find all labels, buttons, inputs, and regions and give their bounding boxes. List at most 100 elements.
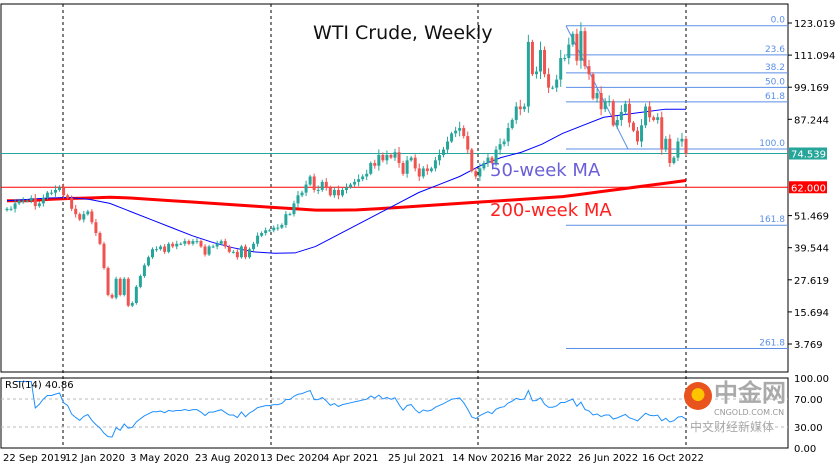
candle-body xyxy=(308,176,312,185)
candle-body xyxy=(381,154,385,161)
candle-body xyxy=(21,200,25,202)
candle-body xyxy=(223,241,227,247)
candle-body xyxy=(393,152,397,158)
candle-body xyxy=(482,163,486,169)
ma50-line xyxy=(6,108,686,254)
candle-body xyxy=(215,243,219,247)
candle-body xyxy=(183,241,187,244)
candle-body xyxy=(142,265,146,277)
candle-body xyxy=(272,227,276,231)
candle-body xyxy=(211,246,215,248)
candle-body xyxy=(615,119,619,126)
candle-body xyxy=(365,173,369,177)
candle-body xyxy=(280,224,284,228)
candle-body xyxy=(579,31,583,61)
date-tick-label: 4 Apr 2021 xyxy=(323,453,378,464)
rsi-tick-label: 30.00 xyxy=(794,423,823,434)
logo-icon xyxy=(684,382,712,410)
candle-body xyxy=(25,200,29,202)
candle-body xyxy=(90,211,94,223)
candle-body xyxy=(231,251,235,253)
candle-body xyxy=(551,87,555,89)
fib-level-label: 23.6 xyxy=(765,45,785,55)
candle-body xyxy=(680,138,684,142)
candle-body xyxy=(478,168,482,177)
candle-body xyxy=(191,241,195,244)
date-tick-label: 14 Nov 2021 xyxy=(452,453,516,464)
candle-body xyxy=(454,130,458,134)
candle-body xyxy=(409,157,413,161)
candle-body xyxy=(159,246,163,250)
candle-body xyxy=(276,227,280,229)
candle-body xyxy=(126,278,130,306)
candle-body xyxy=(187,241,191,244)
candle-body xyxy=(130,303,134,306)
candle-body xyxy=(425,168,429,172)
candle-body xyxy=(563,58,567,60)
candle-body xyxy=(340,189,344,196)
candle-body xyxy=(328,187,332,196)
candle-body xyxy=(522,106,526,110)
price-tick-label: 27.619 xyxy=(794,276,829,287)
candle-body xyxy=(539,49,542,72)
candle-body xyxy=(660,117,664,150)
candle-body xyxy=(316,189,320,191)
candle-body xyxy=(179,243,183,245)
rsi-line xyxy=(15,381,687,438)
candle-body xyxy=(13,203,17,209)
rsi-tick-label: 70.00 xyxy=(794,395,823,406)
candle-body xyxy=(446,141,450,150)
candle-body xyxy=(163,246,167,252)
candle-body xyxy=(486,157,490,164)
candle-body xyxy=(518,106,522,110)
candle-body xyxy=(470,149,474,172)
candle-body xyxy=(417,168,421,177)
price-tick-label: 3.769 xyxy=(794,340,823,351)
candle-body xyxy=(397,152,401,164)
candle-body xyxy=(648,106,652,118)
candle-body xyxy=(235,251,239,258)
candle-body xyxy=(122,278,126,295)
logo-domain: CNGOLD.COM.CN xyxy=(714,408,785,417)
fib-level-label: 50.0 xyxy=(765,77,785,87)
date-tick-label: 6 Mar 2022 xyxy=(515,453,572,464)
rsi-label: RSI(14) 40.86 xyxy=(5,380,74,391)
candle-body xyxy=(361,176,365,180)
candle-body xyxy=(494,149,498,164)
candle-body xyxy=(284,214,288,225)
candle-body xyxy=(599,93,603,110)
date-tick-label: 22 Sep 2019 xyxy=(3,453,66,464)
candle-body xyxy=(389,154,393,158)
candle-body xyxy=(264,230,268,234)
candle-body xyxy=(9,208,13,210)
candle-body xyxy=(575,33,579,61)
candle-body xyxy=(474,171,478,177)
candle-body xyxy=(292,203,296,215)
candle-body xyxy=(207,246,211,255)
candle-body xyxy=(86,211,90,215)
ma50-annotation: 50-week MA xyxy=(490,160,601,181)
candle-body xyxy=(353,181,357,185)
candle-body xyxy=(167,243,171,252)
candle-body xyxy=(320,181,324,190)
candle-body xyxy=(587,66,591,75)
price-tick-label: 123.019 xyxy=(794,19,835,30)
candle-body xyxy=(357,179,361,182)
candle-body xyxy=(324,181,328,188)
candle-body xyxy=(603,101,607,110)
date-tick-label: 13 Dec 2020 xyxy=(260,453,324,464)
candle-body xyxy=(345,187,348,190)
candle-body xyxy=(336,189,340,196)
candle-body xyxy=(640,125,644,142)
candle-body xyxy=(555,79,559,88)
candle-body xyxy=(82,214,86,220)
candle-body xyxy=(58,187,62,190)
candle-body xyxy=(195,241,199,243)
ma200-line xyxy=(7,179,687,212)
candle-body xyxy=(490,157,494,164)
candle-body xyxy=(171,243,175,247)
fib-level-label: 161.8 xyxy=(759,215,785,225)
candle-body xyxy=(664,138,668,150)
candle-body xyxy=(526,41,530,107)
